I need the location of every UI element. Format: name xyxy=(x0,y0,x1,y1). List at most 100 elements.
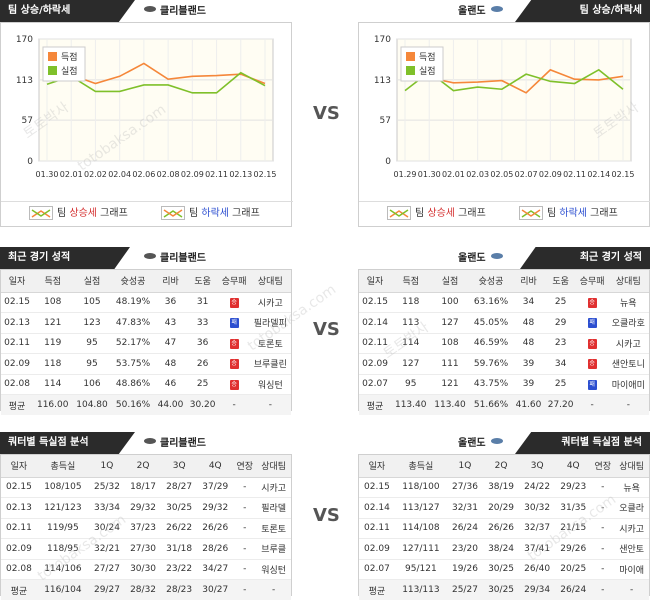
table-cell: 02.14 xyxy=(359,313,391,334)
cavaliers-logo-icon xyxy=(143,432,157,454)
table-cell: 24/22 xyxy=(519,477,555,498)
x-tick-label: 02.11 xyxy=(205,170,228,179)
table-cell: 46 xyxy=(154,374,186,395)
table-cell: 47.83% xyxy=(112,313,155,334)
x-tick-label: 02.14 xyxy=(587,170,610,179)
table-cell: 114 xyxy=(33,374,72,395)
table-cell: 46.59% xyxy=(470,333,513,354)
down-graph-icon xyxy=(519,206,543,220)
table-cell: 27/36 xyxy=(447,477,483,498)
magic-logo-icon xyxy=(490,432,504,454)
table-cell: 34 xyxy=(545,354,577,375)
table-cell: 워싱턴 xyxy=(256,559,291,580)
y-tick-label: 170 xyxy=(16,35,33,45)
table-cell: 25 xyxy=(545,292,577,313)
table-cell: 02.14 xyxy=(359,498,395,519)
vs-label: VS xyxy=(313,505,340,526)
table-cell: 31 xyxy=(187,292,219,313)
table-cell: 48 xyxy=(512,333,544,354)
column-header: 득점 xyxy=(33,270,72,292)
table-cell: 31/35 xyxy=(555,498,591,519)
table-cell: - xyxy=(233,477,256,498)
result-cell: 승 xyxy=(219,354,250,375)
magic-logo-icon xyxy=(490,0,504,22)
x-tick-label: 02.13 xyxy=(229,170,252,179)
magic-logo-icon xyxy=(490,247,504,269)
quarter-title-right: 쿼터별 득실점 분석 xyxy=(515,432,650,454)
team-label: 클리블랜드 xyxy=(160,6,206,17)
team-name-right: 올랜도 xyxy=(458,247,507,269)
x-tick-label: 02.01 xyxy=(442,170,465,179)
win-badge: 승 xyxy=(588,339,597,349)
table-cell: 30/24 xyxy=(89,518,125,539)
legend-label: 실점 xyxy=(61,65,78,77)
table-cell: 39 xyxy=(512,354,544,375)
result-cell: 승 xyxy=(219,333,250,354)
table-cell: - xyxy=(577,395,608,416)
table-cell: 113 xyxy=(391,313,430,334)
table-cell: 36 xyxy=(187,333,219,354)
table-cell: 113.40 xyxy=(430,395,469,416)
x-tick-label: 02.01 xyxy=(60,170,83,179)
table-cell: 토론토 xyxy=(256,518,291,539)
legend-up: 팀 상승세 그래프 xyxy=(29,206,128,222)
x-tick-label: 02.04 xyxy=(108,170,131,179)
table-cell: 108 xyxy=(430,333,469,354)
y-tick-label: 0 xyxy=(27,157,33,167)
column-header: 일자 xyxy=(359,270,391,292)
column-header: 슛성공 xyxy=(470,270,513,292)
trend-legend-right: 팀 상승세 그래프 팀 하락세 그래프 xyxy=(359,201,650,225)
legend-swatch xyxy=(48,66,57,75)
quarter-header-right: 올랜도 쿼터별 득실점 분석 xyxy=(358,432,650,454)
opponent-cell: 시카고 xyxy=(250,292,291,313)
column-header: 실점 xyxy=(72,270,111,292)
result-cell: 승 xyxy=(219,374,250,395)
opponent-cell: 필라델피 xyxy=(250,313,291,334)
table-cell: 25 xyxy=(545,374,577,395)
table-cell: 02.11 xyxy=(359,333,391,354)
column-header: 도움 xyxy=(187,270,219,292)
x-tick-label: 02.09 xyxy=(181,170,204,179)
column-header: 리바 xyxy=(154,270,186,292)
table-cell: 37/23 xyxy=(125,518,161,539)
table-cell: 30/32 xyxy=(519,498,555,519)
legend-up: 팀 상승세 그래프 xyxy=(387,206,486,222)
table-cell: 50.16% xyxy=(112,395,155,416)
table-cell: 113/127 xyxy=(395,498,447,519)
table-cell: 31/18 xyxy=(161,539,197,560)
table-cell: 23 xyxy=(545,333,577,354)
table-cell: 27.20 xyxy=(545,395,577,416)
win-badge: 승 xyxy=(230,339,239,349)
column-header: 상대팀 xyxy=(614,455,649,477)
trend-legend-left: 팀 상승세 그래프 팀 하락세 그래프 xyxy=(1,201,293,225)
table-cell: 30/30 xyxy=(125,559,161,580)
table-cell: - xyxy=(591,539,614,560)
y-tick-label: 113 xyxy=(16,76,33,86)
x-tick-label: 01.30 xyxy=(418,170,441,179)
y-tick-label: 57 xyxy=(22,116,33,126)
table-cell: 118 xyxy=(391,292,430,313)
team-name-right: 올랜도 xyxy=(458,0,507,22)
table-cell: 95 xyxy=(72,354,111,375)
table-cell: 116.00 xyxy=(33,395,72,416)
table-cell: 34 xyxy=(512,292,544,313)
table-cell: 뉴욕 xyxy=(614,477,649,498)
table-cell: 30.20 xyxy=(187,395,219,416)
up-graph-icon xyxy=(29,206,53,220)
column-header: 1Q xyxy=(447,455,483,477)
x-tick-label: 01.30 xyxy=(36,170,59,179)
table-cell: 23/22 xyxy=(161,559,197,580)
table-cell: 119/95 xyxy=(37,518,89,539)
table-cell: 119 xyxy=(33,333,72,354)
table-cell: - xyxy=(233,498,256,519)
table-cell: 127/111 xyxy=(395,539,447,560)
table-cell: 02.13 xyxy=(1,313,33,334)
